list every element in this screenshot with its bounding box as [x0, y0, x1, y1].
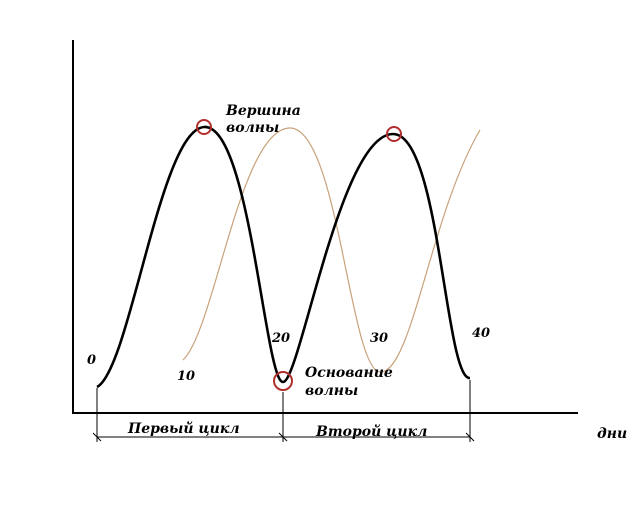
- tick-label-0: 0: [87, 353, 96, 368]
- peak-marker-2: [386, 126, 402, 142]
- cycle-bracket: [92, 380, 475, 442]
- trough-marker: [273, 371, 293, 391]
- tick-label-30: 30: [370, 331, 388, 346]
- shifted-wave: [182, 127, 481, 373]
- tick-label-20: 20: [271, 331, 290, 346]
- peak-label-line2: волны: [226, 120, 279, 136]
- peak-marker-1: [196, 119, 212, 135]
- main-wave: [96, 125, 471, 389]
- second-cycle-label: Второй цикл: [315, 423, 427, 440]
- peak-label-line1: Вершина: [225, 103, 301, 119]
- trough-label-line1: Основание: [305, 365, 393, 381]
- first-cycle-label: Первый цикл: [127, 420, 240, 437]
- trough-label-line2: волны: [305, 383, 358, 399]
- x-axis-unit-label: дни: [597, 426, 627, 442]
- tick-label-40: 40: [472, 326, 490, 341]
- tick-label-10: 10: [177, 369, 195, 384]
